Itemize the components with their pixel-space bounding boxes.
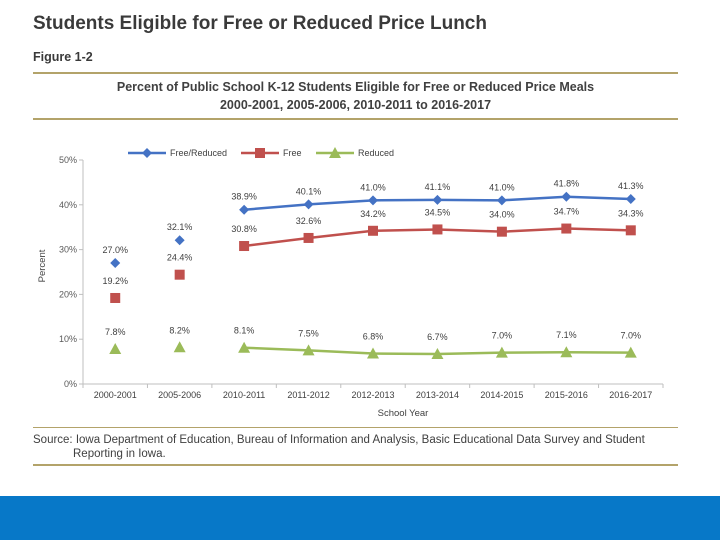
y-axis-title: Percent <box>37 249 48 282</box>
y-tick-label: 10% <box>59 334 77 344</box>
page-title: Students Eligible for Free or Reduced Pr… <box>33 13 487 34</box>
data-label: 34.5% <box>425 207 451 217</box>
data-point-1 <box>174 269 185 280</box>
data-label: 24.4% <box>167 253 193 263</box>
data-label: 7.8% <box>105 327 126 337</box>
source-note: Source: Iowa Department of Education, Bu… <box>33 434 645 460</box>
data-label: 34.0% <box>489 210 515 220</box>
y-tick-label: 50% <box>59 155 77 165</box>
data-label: 40.1% <box>296 186 322 196</box>
legend-entry: Free <box>283 148 302 158</box>
data-label: 38.9% <box>231 192 257 202</box>
data-label: 34.7% <box>554 207 580 217</box>
data-point-2 <box>495 346 508 358</box>
data-label: 6.7% <box>427 332 448 342</box>
data-point-2 <box>173 341 186 353</box>
data-point-1 <box>561 223 572 234</box>
legend-entry: Reduced <box>358 148 394 158</box>
legend-marker-0 <box>142 148 152 158</box>
data-point-0 <box>432 194 443 205</box>
data-label: 41.3% <box>618 181 644 191</box>
data-point-2 <box>624 346 637 358</box>
data-point-1 <box>239 241 250 252</box>
data-label: 34.2% <box>360 209 386 219</box>
data-point-1 <box>496 226 507 237</box>
data-point-2 <box>238 341 251 353</box>
data-point-2 <box>302 344 315 356</box>
data-point-2 <box>560 346 573 358</box>
data-point-1 <box>368 225 378 236</box>
data-point-1 <box>625 225 636 236</box>
data-label: 8.1% <box>234 326 255 336</box>
data-label: 41.0% <box>489 182 515 192</box>
chart: 0% 10% 20% 30% 40% 50% 2000-2001 2005-2006 2010-… <box>37 147 664 419</box>
data-label: 27.0% <box>102 245 128 255</box>
data-point-0 <box>496 195 507 206</box>
figure-label: Figure 1-2 <box>33 50 93 64</box>
data-label: 7.0% <box>621 331 642 341</box>
data-label: 34.3% <box>618 208 644 218</box>
data-label: 19.2% <box>102 276 128 286</box>
data-point-1 <box>432 224 443 235</box>
data-point-0 <box>625 193 636 204</box>
legend-marker-1 <box>255 148 265 158</box>
data-label: 8.2% <box>169 325 190 335</box>
data-point-2 <box>109 343 122 355</box>
data-label: 7.1% <box>556 330 577 340</box>
x-tick-label: 2015-2016 <box>545 390 588 400</box>
y-tick-label: 0% <box>64 379 77 389</box>
data-point-0 <box>239 204 250 215</box>
y-tick-label: 30% <box>59 245 77 255</box>
data-point-2 <box>367 347 379 359</box>
bottom-rule <box>33 427 678 428</box>
data-point-0 <box>174 235 185 246</box>
title-rule <box>33 118 678 120</box>
y-tick-label: 20% <box>59 289 77 299</box>
footer-bar <box>0 496 720 540</box>
data-label: 7.0% <box>492 331 513 341</box>
x-tick-label: 2013-2014 <box>416 390 459 400</box>
data-label: 41.8% <box>554 179 580 189</box>
x-axis-title: School Year <box>378 408 429 419</box>
data-label: 41.0% <box>360 182 386 192</box>
data-label: 32.1% <box>167 222 193 232</box>
data-point-2 <box>431 347 444 359</box>
x-tick-label: 2010-2011 <box>223 390 265 400</box>
top-rule <box>33 72 678 74</box>
x-tick-label: 2014-2015 <box>480 390 523 400</box>
data-label: 7.5% <box>298 328 319 338</box>
x-tick-label: 2000-2001 <box>94 390 137 400</box>
legend-marker-2 <box>329 147 341 158</box>
source-rule <box>33 464 678 466</box>
y-tick-label: 40% <box>59 200 77 210</box>
data-label: 41.1% <box>425 182 451 192</box>
data-label: 6.8% <box>363 332 384 342</box>
data-point-0 <box>368 195 378 206</box>
chart-title: Percent of Public School K-12 Students E… <box>116 80 595 94</box>
x-tick-label: 2005-2006 <box>158 390 201 400</box>
data-label: 30.8% <box>231 224 257 234</box>
legend-entry: Free/Reduced <box>170 148 227 158</box>
data-point-0 <box>561 191 572 202</box>
x-tick-label: 2012-2013 <box>351 390 394 400</box>
data-point-0 <box>303 199 314 210</box>
chart-subtitle: 2000-2001, 2005-2006, 2010-2011 to 2016-… <box>219 98 492 112</box>
data-point-0 <box>110 258 121 269</box>
x-tick-label: 2016-2017 <box>609 390 652 400</box>
data-label: 32.6% <box>296 216 322 226</box>
data-point-1 <box>110 292 121 303</box>
data-point-1 <box>303 232 314 243</box>
x-tick-label: 2011-2012 <box>287 390 329 400</box>
